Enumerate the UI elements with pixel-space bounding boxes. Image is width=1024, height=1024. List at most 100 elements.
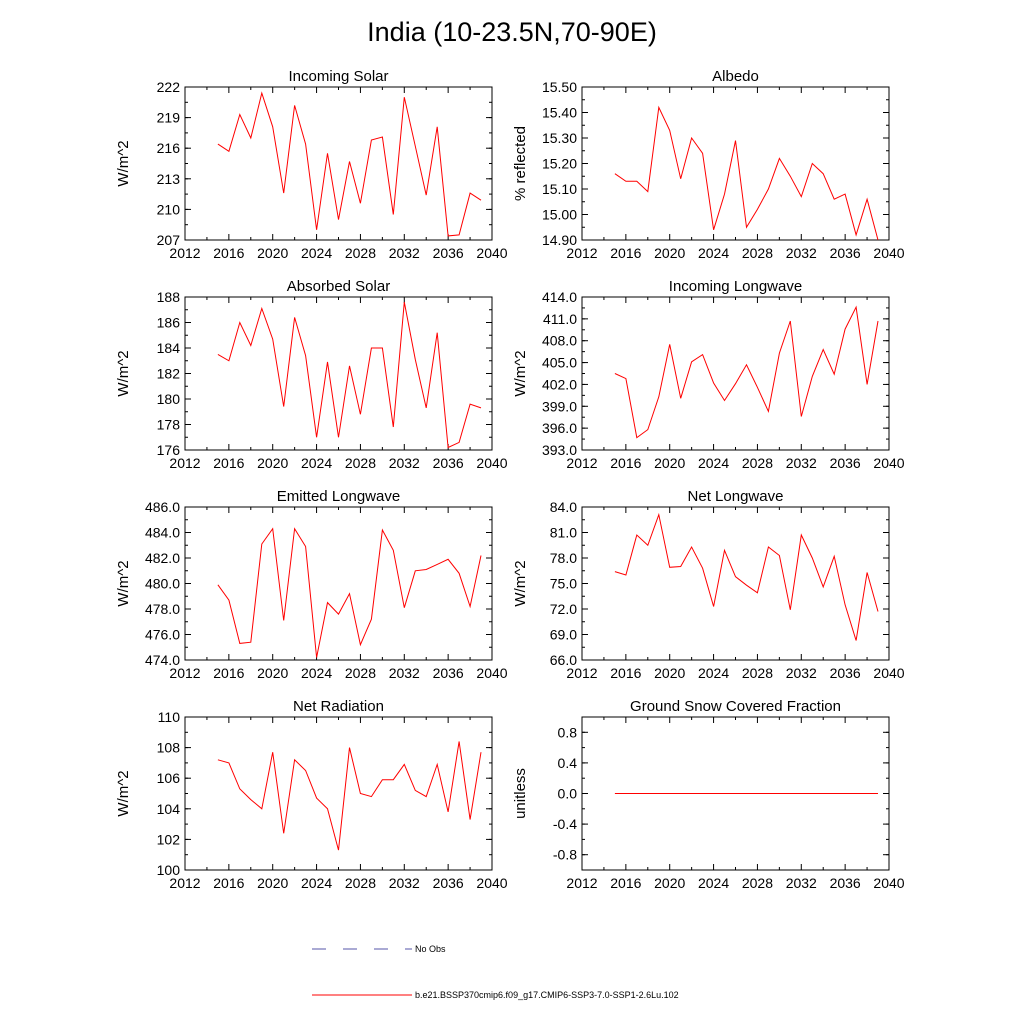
y-tick-label: 219 [157, 110, 181, 126]
y-tick-label: 486.0 [145, 499, 180, 515]
plot-frame [184, 506, 493, 661]
panel-5: Emitted Longwave W/m^2 2012 2016 2020 2024 202… [115, 488, 508, 681]
y-tick-label: -0.8 [553, 847, 577, 863]
y-tick-label: 75.0 [550, 576, 577, 592]
y-tick-label: 15.20 [542, 156, 577, 172]
y-tick-label: 474.0 [145, 652, 180, 668]
x-tick-label: 2032 [389, 875, 420, 891]
x-tick-label: 2016 [213, 455, 244, 471]
y-tick-label: 15.40 [542, 105, 577, 121]
y-tick-label: 178 [157, 417, 181, 433]
y-axis-label: W/m^2 [115, 140, 132, 186]
x-tick-label: 2036 [433, 875, 464, 891]
x-tick-label: 2024 [301, 455, 332, 471]
x-tick-label: 2020 [257, 875, 288, 891]
x-tick-label: 2036 [433, 455, 464, 471]
panel-title: Incoming Longwave [669, 278, 802, 295]
y-tick-label: 399.0 [542, 398, 577, 414]
x-tick-label: 2040 [873, 665, 904, 681]
x-tick-label: 2012 [566, 875, 597, 891]
x-tick-label: 2028 [345, 455, 376, 471]
y-tick-label: 207 [157, 232, 181, 248]
x-tick-label: 2028 [345, 875, 376, 891]
y-tick-label: 393.0 [542, 442, 577, 458]
x-tick-label: 2012 [566, 455, 597, 471]
y-tick-label: 69.0 [550, 627, 577, 643]
y-tick-label: 186 [157, 315, 181, 331]
y-axis-label: % reflected [512, 126, 529, 201]
x-tick-label: 2036 [830, 875, 861, 891]
y-tick-label: -0.4 [553, 816, 577, 832]
x-tick-label: 2024 [301, 245, 332, 261]
panels: Incoming Solar W/m^2 2012 2016 2020 2024 2028 2… [115, 68, 905, 891]
panel-title: Net Longwave [688, 488, 784, 505]
x-tick-label: 2020 [654, 245, 685, 261]
panel-8: Ground Snow Covered Fraction unitless 2012… [512, 698, 905, 891]
y-tick-label: 402.0 [542, 376, 577, 392]
y-axis-label: W/m^2 [115, 770, 132, 816]
y-tick-label: 106 [157, 770, 181, 786]
panel-title: Ground Snow Covered Fraction [630, 698, 841, 715]
y-tick-label: 222 [157, 79, 181, 95]
x-tick-label: 2032 [786, 245, 817, 261]
x-tick-label: 2024 [301, 875, 332, 891]
y-tick-label: 408.0 [542, 333, 577, 349]
y-tick-label: 110 [158, 709, 181, 725]
x-tick-label: 2024 [698, 245, 729, 261]
series-line [614, 512, 879, 641]
y-tick-label: 411.0 [543, 311, 577, 327]
x-tick-label: 2012 [566, 245, 597, 261]
x-tick-label: 2024 [698, 875, 729, 891]
y-tick-label: 396.0 [542, 420, 577, 436]
series-line [217, 302, 482, 449]
y-tick-label: 14.90 [542, 232, 577, 248]
x-tick-label: 2028 [345, 245, 376, 261]
plot-frame [581, 506, 890, 661]
y-tick-label: 15.10 [542, 181, 577, 197]
x-tick-label: 2024 [698, 455, 729, 471]
y-tick-label: 15.30 [542, 130, 577, 146]
series-line [217, 741, 482, 851]
y-tick-label: 100 [157, 862, 181, 878]
x-tick-label: 2012 [169, 245, 200, 261]
series-line [217, 91, 482, 237]
x-tick-label: 2032 [786, 665, 817, 681]
x-tick-label: 2012 [566, 665, 597, 681]
y-tick-label: 72.0 [550, 601, 577, 617]
panel-title: Absorbed Solar [287, 278, 390, 295]
x-tick-label: 2040 [476, 665, 507, 681]
y-tick-label: 104 [157, 801, 181, 817]
x-tick-label: 2016 [213, 875, 244, 891]
x-tick-label: 2028 [742, 665, 773, 681]
y-axis-label: W/m^2 [512, 560, 529, 606]
x-tick-label: 2032 [786, 455, 817, 471]
panel-title: Emitted Longwave [277, 488, 400, 505]
y-axis-label: unitless [512, 768, 529, 819]
x-tick-label: 2028 [345, 665, 376, 681]
y-tick-label: 81.0 [550, 525, 577, 541]
x-tick-label: 2032 [389, 665, 420, 681]
panel-4: Incoming Longwave W/m^2 2012 2016 2020 2024 20… [512, 278, 905, 471]
y-tick-label: 478.0 [145, 601, 180, 617]
x-tick-label: 2040 [873, 245, 904, 261]
y-tick-label: 84.0 [550, 499, 577, 515]
y-tick-label: 213 [157, 171, 181, 187]
panel-3: Absorbed Solar W/m^2 2012 2016 2020 2024 2028 2… [115, 278, 508, 471]
x-tick-label: 2036 [433, 665, 464, 681]
x-tick-label: 2020 [257, 665, 288, 681]
panel-6: Net Longwave W/m^2 2012 2016 2020 2024 2028 203… [512, 488, 905, 681]
x-tick-label: 2036 [433, 245, 464, 261]
x-tick-label: 2016 [213, 245, 244, 261]
y-tick-label: 0.8 [558, 724, 578, 740]
series-line [217, 527, 482, 658]
y-tick-label: 480.0 [145, 576, 180, 592]
x-tick-label: 2012 [169, 455, 200, 471]
x-tick-label: 2024 [698, 665, 729, 681]
x-tick-label: 2016 [610, 665, 641, 681]
y-tick-label: 0.0 [558, 786, 578, 802]
x-tick-label: 2020 [257, 245, 288, 261]
y-axis-label: W/m^2 [115, 560, 132, 606]
y-tick-label: 66.0 [550, 652, 577, 668]
x-tick-label: 2024 [301, 665, 332, 681]
